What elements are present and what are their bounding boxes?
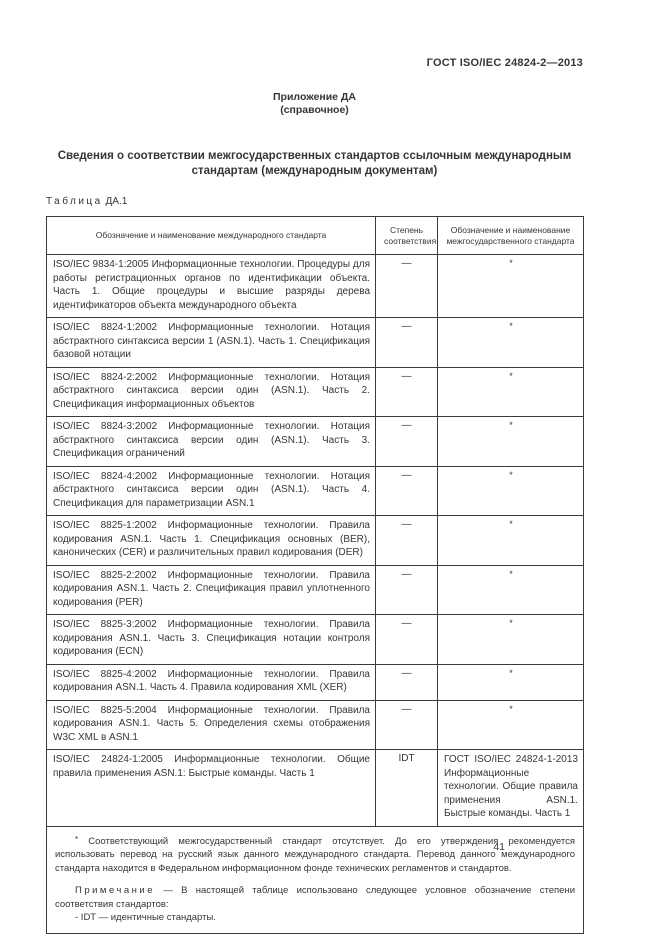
footnote-marker: * [75, 834, 79, 844]
annex-subtitle: (справочное) [280, 104, 349, 116]
intl-standard-cell: ISO/IEC 8824-4:2002 Информационные техно… [46, 465, 376, 516]
note-item: - IDT — идентичные стандарты. [75, 912, 216, 923]
table-row: ISO/IEC 24824-1:2005 Информационные техн… [46, 749, 584, 827]
table-row: ISO/IEC 8824-1:2002 Информационные техно… [46, 317, 584, 368]
header-intl-standard: Обозначение и наименование международног… [46, 216, 376, 255]
gost-standard-cell: * [437, 699, 584, 750]
correspondence-table: Обозначение и наименование международног… [46, 216, 584, 934]
table-header: Обозначение и наименование международног… [46, 216, 584, 255]
gost-standard-cell: * [437, 614, 584, 665]
intl-standard-cell: ISO/IEC 8825-3:2002 Информационные техно… [46, 614, 376, 665]
table-row: ISO/IEC 8825-1:2002 Информационные техно… [46, 515, 584, 566]
gost-standard-cell: * [437, 465, 584, 516]
gost-standard-cell: * [437, 663, 584, 701]
gost-standard-cell: * [437, 416, 584, 467]
table-footer-row: * Соответствующий межгосударственный ста… [46, 825, 584, 934]
page-content: ГОСТ ISO/IEC 24824-2—2013 Приложение ДА … [46, 0, 584, 934]
note: Примечание — В настоящей таблице использ… [55, 884, 575, 911]
degree-cell: — [375, 515, 438, 566]
annex-title: Приложение ДА [273, 91, 356, 103]
footnote: * Соответствующий межгосударственный ста… [55, 833, 575, 876]
table-caption-word: Таблица [46, 196, 103, 207]
intl-standard-cell: ISO/IEC 8825-5:2004 Информационные техно… [46, 699, 376, 750]
footnote-text: Соответствующий межгосударственный станд… [55, 835, 575, 874]
degree-cell: — [375, 564, 438, 615]
degree-cell: — [375, 416, 438, 467]
degree-cell: — [375, 663, 438, 701]
degree-cell: — [375, 465, 438, 516]
degree-cell: — [375, 366, 438, 417]
document-number: ГОСТ ISO/IEC 24824-2—2013 [426, 57, 583, 69]
intl-standard-cell: ISO/IEC 8824-2:2002 Информационные техно… [46, 366, 376, 417]
table-footer-cell: * Соответствующий межгосударственный ста… [46, 825, 584, 934]
table-row: ISO/IEC 8824-4:2002 Информационные техно… [46, 465, 584, 516]
intl-standard-cell: ISO/IEC 8824-1:2002 Информационные техно… [46, 317, 376, 368]
table-body: ISO/IEC 9834-1:2005 Информационные техно… [46, 254, 584, 827]
gost-standard-cell: * [437, 317, 584, 368]
gost-standard-cell: * [437, 366, 584, 417]
table-header-row: Обозначение и наименование международног… [46, 216, 584, 255]
page-number: 41 [493, 841, 505, 853]
degree-cell: — [375, 254, 438, 318]
gost-standard-cell: * [437, 515, 584, 566]
table-row: ISO/IEC 8825-4:2002 Информационные техно… [46, 663, 584, 701]
page-title: Сведения о соответствии межгосударственн… [57, 150, 572, 177]
table-row: ISO/IEC 8824-3:2002 Информационные техно… [46, 416, 584, 467]
note-text: — В настоящей таблице использовано следу… [55, 885, 575, 910]
degree-cell: IDT [375, 749, 438, 827]
intl-standard-cell: ISO/IEC 8825-1:2002 Информационные техно… [46, 515, 376, 566]
gost-standard-cell: ГОСТ ISO/IEC 24824-1-2013 Информационные… [437, 749, 584, 827]
degree-cell: — [375, 699, 438, 750]
intl-standard-cell: ISO/IEC 8825-4:2002 Информационные техно… [46, 663, 376, 701]
table-row: ISO/IEC 8825-3:2002 Информационные техно… [46, 614, 584, 665]
table-footer: * Соответствующий межгосударственный ста… [46, 825, 584, 934]
table-caption: Таблица ДА.1 [46, 196, 583, 207]
gost-standard-cell: * [437, 254, 584, 318]
header-degree: Степень соответствия [375, 216, 438, 255]
intl-standard-cell: ISO/IEC 24824-1:2005 Информационные техн… [46, 749, 376, 827]
note-label: Примечание [75, 885, 155, 896]
header-gost-standard: Обозначение и наименование межгосударств… [437, 216, 584, 255]
degree-cell: — [375, 614, 438, 665]
table-row: ISO/IEC 8824-2:2002 Информационные техно… [46, 366, 584, 417]
intl-standard-cell: ISO/IEC 8824-3:2002 Информационные техно… [46, 416, 376, 467]
table-row: ISO/IEC 8825-2:2002 Информационные техно… [46, 564, 584, 615]
table-row: ISO/IEC 8825-5:2004 Информационные техно… [46, 699, 584, 750]
degree-cell: — [375, 317, 438, 368]
table-caption-number: ДА.1 [105, 196, 128, 207]
gost-standard-cell: * [437, 564, 584, 615]
intl-standard-cell: ISO/IEC 8825-2:2002 Информационные техно… [46, 564, 376, 615]
annex-heading: Приложение ДА (справочное) [46, 91, 583, 117]
intl-standard-cell: ISO/IEC 9834-1:2005 Информационные техно… [46, 254, 376, 318]
table-row: ISO/IEC 9834-1:2005 Информационные техно… [46, 254, 584, 318]
